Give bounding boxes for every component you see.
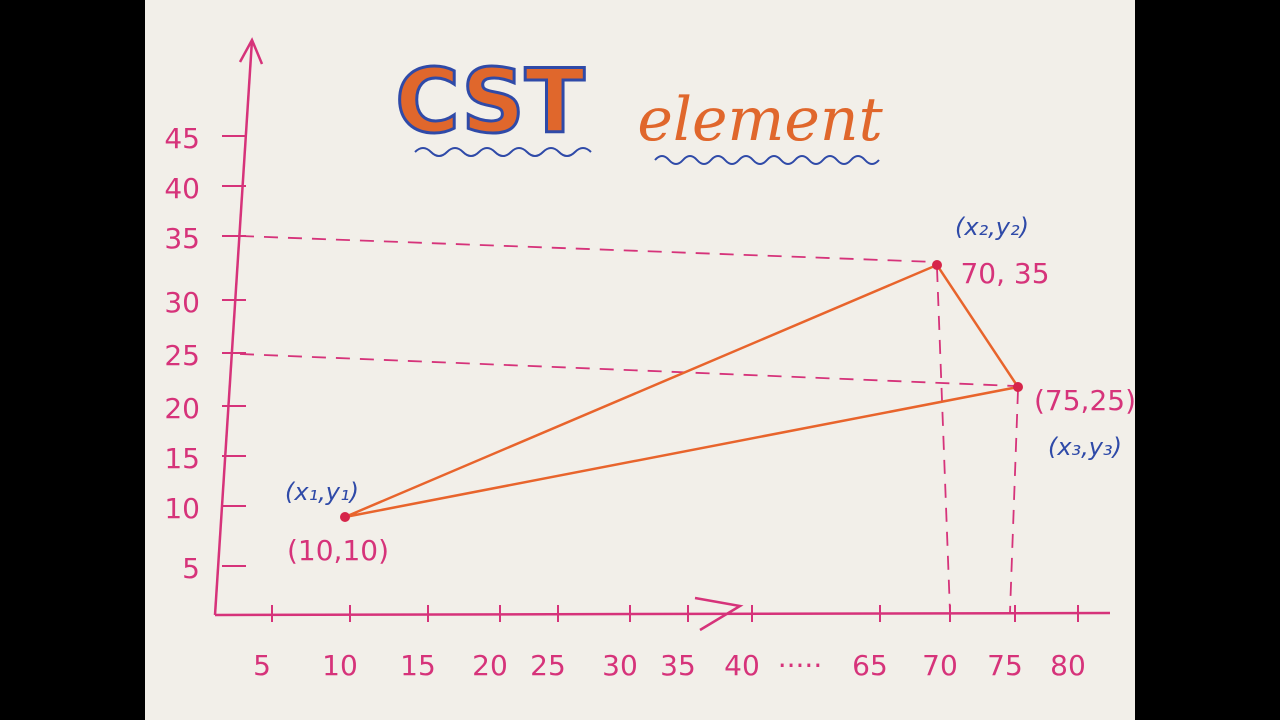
point-coords: (75,25) bbox=[1034, 384, 1136, 417]
point bbox=[340, 512, 350, 522]
guide bbox=[1009, 389, 1019, 613]
x-tick-label: 40 bbox=[724, 649, 760, 682]
point-name: (x₂,y₂) bbox=[955, 213, 1029, 241]
y-tick-label: 30 bbox=[164, 286, 200, 319]
x-tick-label: ····· bbox=[778, 649, 823, 682]
x-tick-label: 10 bbox=[322, 649, 358, 682]
point-name: (x₃,y₃) bbox=[1048, 433, 1122, 461]
x-tick-label: 30 bbox=[602, 649, 638, 682]
x-arrow bbox=[694, 596, 744, 632]
triangle bbox=[344, 263, 1021, 519]
title: CST bbox=[395, 50, 585, 153]
y-tick-label: 10 bbox=[164, 492, 200, 525]
x-axis bbox=[214, 611, 1111, 617]
x-tick-label: 65 bbox=[852, 649, 888, 682]
underline bbox=[654, 155, 880, 165]
x-tick-label: 5 bbox=[253, 649, 271, 682]
guide bbox=[239, 353, 1016, 387]
x-tick-label: 80 bbox=[1050, 649, 1086, 682]
y-tick-label: 5 bbox=[182, 552, 200, 585]
guide bbox=[239, 235, 936, 263]
guide bbox=[936, 267, 951, 613]
y-tick-label: 40 bbox=[164, 172, 200, 205]
underline bbox=[414, 147, 592, 157]
paper bbox=[145, 0, 1135, 720]
subtitle: element bbox=[637, 85, 883, 155]
x-tick-label: 75 bbox=[987, 649, 1023, 682]
y-tick-label: 20 bbox=[164, 392, 200, 425]
x-tick-label: 20 bbox=[472, 649, 508, 682]
guides bbox=[239, 235, 1019, 613]
point bbox=[1013, 382, 1023, 392]
y-tick-label: 45 bbox=[164, 122, 200, 155]
x-tick-label: 35 bbox=[660, 649, 696, 682]
y-tick-label: 35 bbox=[164, 222, 200, 255]
point bbox=[932, 260, 942, 270]
x-tick-label: 15 bbox=[400, 649, 436, 682]
point-name: (x₁,y₁) bbox=[285, 478, 359, 506]
y-arrow bbox=[238, 37, 264, 65]
point-coords: (10,10) bbox=[287, 534, 389, 567]
x-tick-label: 25 bbox=[530, 649, 566, 682]
y-tick-label: 15 bbox=[164, 442, 200, 475]
x-tick-label: 70 bbox=[922, 649, 958, 682]
point-coords: 70, 35 bbox=[960, 257, 1049, 290]
y-tick-label: 25 bbox=[164, 339, 200, 372]
